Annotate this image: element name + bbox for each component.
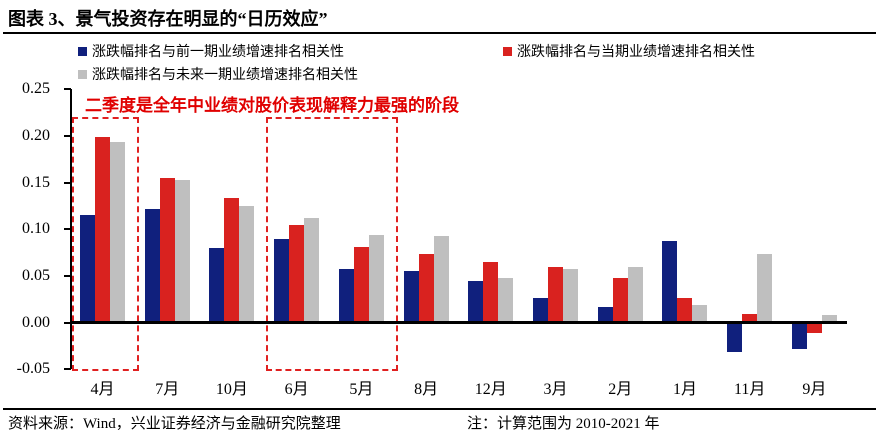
bar-next-9月 (821, 315, 837, 323)
bar-next-11月 (757, 254, 773, 323)
y-axis-label: 0.25 (22, 80, 50, 98)
bar-current-7月 (159, 177, 175, 323)
bar-prev-3月 (533, 298, 549, 323)
y-axis-tick (64, 134, 71, 137)
y-axis-label: 0.00 (22, 313, 50, 331)
legend-item-prev-period: 涨跌幅排名与前一期业绩增速排名相关性 (78, 41, 344, 61)
bar-next-10月 (239, 205, 255, 323)
highlight-box-2 (266, 117, 398, 371)
x-axis-zero-line (70, 321, 847, 324)
bar-prev-7月 (144, 208, 160, 323)
bar-next-12月 (498, 277, 514, 323)
y-axis-tick (64, 88, 71, 91)
legend-item-current-period: 涨跌幅排名与当期业绩增速排名相关性 (503, 41, 755, 61)
bar-prev-10月 (209, 247, 225, 323)
x-axis-label-7月: 7月 (155, 381, 180, 398)
x-axis-label-8月: 8月 (414, 381, 439, 398)
x-axis-label-4月: 4月 (90, 381, 115, 398)
y-axis-label: 0.10 (22, 220, 50, 238)
bar-prev-8月 (403, 271, 419, 323)
bar-current-6月 (289, 224, 305, 323)
bar-next-1月 (692, 304, 708, 323)
y-axis-label: 0.15 (22, 173, 50, 191)
footer-divider (3, 408, 876, 410)
bar-current-4月 (95, 136, 110, 323)
highlight-box-1 (72, 117, 139, 371)
x-axis-label-6月: 6月 (284, 381, 309, 398)
bar-prev-5月 (338, 269, 354, 323)
x-axis-label-2月: 2月 (608, 381, 633, 398)
figure-title: 图表 3、景气投资存在明显的“日历效应” (8, 9, 328, 29)
bar-current-9月 (806, 322, 822, 333)
y-axis-label: -0.05 (16, 360, 50, 378)
bar-next-5月 (368, 234, 384, 323)
chart-annotation: 二季度是全年中业绩对股价表现解释力最强的阶段 (85, 96, 459, 115)
y-axis-label: 0.05 (22, 266, 50, 284)
legend-label-prev-period: 涨跌幅排名与前一期业绩增速排名相关性 (92, 45, 344, 60)
legend-label-next-period: 涨跌幅排名与未来一期业绩增速排名相关性 (92, 68, 358, 83)
x-axis-label-12月: 12月 (474, 381, 507, 398)
y-axis-line (70, 89, 72, 370)
bar-prev-1月 (662, 241, 678, 323)
bar-next-4月 (110, 142, 125, 323)
bar-current-3月 (548, 267, 564, 323)
y-axis-tick (64, 321, 71, 324)
x-axis-label-1月: 1月 (672, 381, 697, 398)
bar-current-8月 (418, 254, 434, 323)
x-axis-label-3月: 3月 (543, 381, 568, 398)
legend-swatch-gray-icon (78, 69, 87, 79)
bar-next-2月 (627, 267, 643, 323)
bar-current-10月 (224, 198, 240, 323)
bar-prev-11月 (727, 322, 743, 353)
legend-swatch-blue-icon (78, 46, 87, 56)
bar-current-11月 (742, 314, 758, 323)
bar-prev-9月 (791, 322, 807, 349)
y-axis-tick (64, 368, 71, 371)
bar-current-12月 (483, 261, 499, 323)
title-divider (3, 32, 876, 34)
bar-next-6月 (304, 217, 320, 323)
bar-next-8月 (433, 235, 449, 323)
bar-prev-4月 (80, 215, 95, 323)
bar-next-3月 (563, 269, 579, 323)
bar-prev-2月 (597, 306, 613, 323)
bar-next-7月 (174, 179, 190, 323)
bar-current-2月 (612, 277, 628, 323)
footer-source: 资料来源：Wind，兴业证券经济与金融研究院整理 (8, 416, 341, 432)
y-axis-tick (64, 228, 71, 231)
footer-note: 注：计算范围为 2010-2021 年 (467, 416, 660, 432)
x-axis-label-10月: 10月 (215, 381, 248, 398)
x-axis-label-9月: 9月 (802, 381, 827, 398)
legend-item-next-period: 涨跌幅排名与未来一期业绩增速排名相关性 (78, 64, 358, 84)
x-axis-label-11月: 11月 (733, 381, 766, 398)
bar-prev-12月 (468, 280, 484, 323)
y-axis-tick (64, 274, 71, 277)
bar-current-5月 (353, 246, 369, 323)
bar-current-1月 (677, 298, 693, 323)
y-axis-tick (64, 181, 71, 184)
legend-label-current-period: 涨跌幅排名与当期业绩增速排名相关性 (517, 45, 755, 60)
legend-swatch-red-icon (503, 46, 512, 56)
bar-prev-6月 (274, 239, 290, 323)
y-axis-label: 0.20 (22, 126, 50, 144)
x-axis-label-5月: 5月 (349, 381, 374, 398)
